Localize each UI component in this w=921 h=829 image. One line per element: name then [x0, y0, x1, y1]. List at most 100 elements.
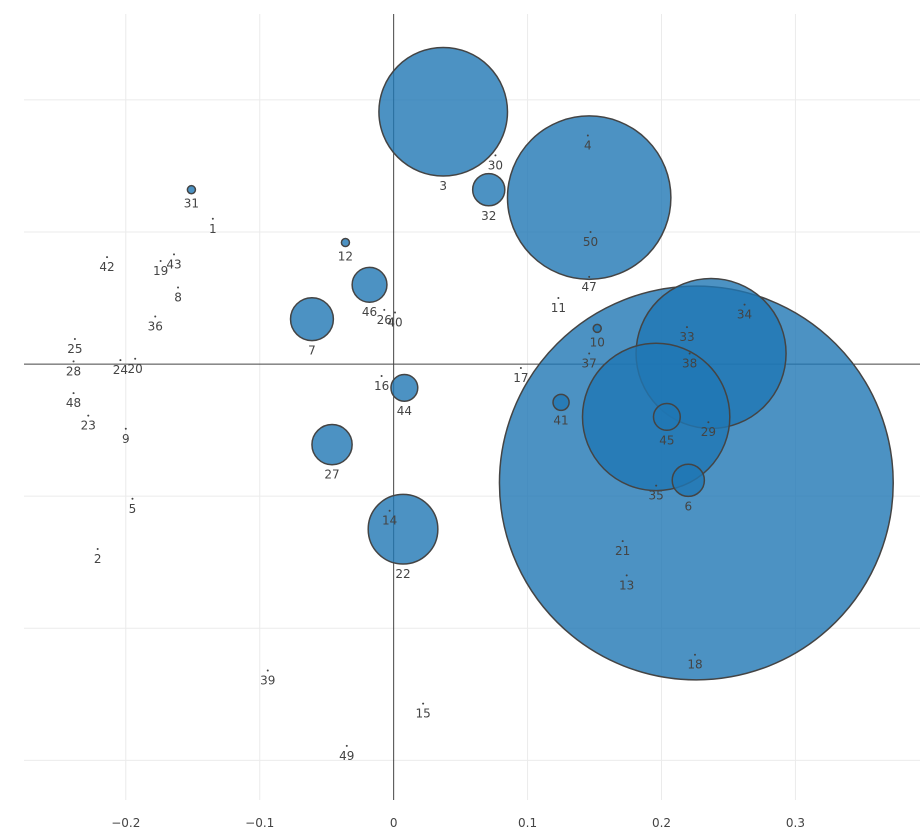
point-dot-17 — [519, 367, 522, 370]
point-dot-9 — [124, 427, 127, 430]
point-label-28: 28 — [66, 364, 81, 378]
point-label-41: 41 — [553, 413, 568, 427]
point-dot-28 — [72, 360, 75, 363]
point-dot-15 — [422, 702, 425, 705]
bubble-extra-2 — [506, 115, 672, 281]
point-dot-21 — [621, 540, 624, 543]
point-label-23: 23 — [81, 419, 96, 433]
point-label-5: 5 — [129, 502, 137, 516]
bubble-6 — [671, 463, 706, 498]
point-dot-14 — [388, 509, 391, 512]
point-dot-42 — [106, 256, 109, 259]
point-label-20: 20 — [128, 362, 143, 376]
x-tick-label-2: 0 — [390, 816, 398, 829]
point-label-9: 9 — [122, 432, 130, 446]
point-label-40: 40 — [387, 316, 402, 330]
point-label-8: 8 — [174, 290, 182, 304]
point-label-4: 4 — [584, 139, 592, 153]
point-label-19: 19 — [153, 264, 168, 278]
point-label-37: 37 — [582, 356, 597, 370]
point-dot-34 — [743, 303, 746, 306]
point-label-27: 27 — [324, 468, 339, 482]
point-dot-1 — [211, 217, 214, 220]
point-label-6: 6 — [684, 499, 692, 513]
point-label-39: 39 — [260, 674, 275, 688]
point-dot-29 — [707, 421, 710, 424]
point-label-29: 29 — [701, 425, 716, 439]
point-label-38: 38 — [682, 356, 697, 370]
bubble-3 — [378, 46, 509, 177]
bubble-46 — [351, 266, 388, 303]
point-label-50: 50 — [583, 235, 598, 249]
x-tick-labels: −0.2 −0.1 0 0.1 0.2 0.3 — [111, 816, 805, 829]
bubble-22 — [367, 493, 439, 565]
point-label-11: 11 — [551, 301, 566, 315]
bubble-7 — [289, 296, 335, 342]
bubble-27 — [311, 423, 353, 466]
point-dot-43 — [173, 253, 176, 256]
point-label-7: 7 — [308, 344, 316, 358]
point-label-16: 16 — [374, 379, 389, 393]
x-tick-label-4: 0.2 — [652, 816, 671, 829]
x-tick-label-0: −0.2 — [111, 816, 140, 829]
x-tick-label-3: 0.1 — [518, 816, 537, 829]
point-dot-24 — [119, 359, 122, 362]
bubble-31 — [186, 184, 197, 195]
point-dot-13 — [625, 574, 628, 577]
point-dot-18 — [693, 653, 696, 656]
x-tick-label-1: −0.1 — [245, 816, 274, 829]
point-dot-16 — [380, 374, 383, 377]
point-dot-20 — [134, 357, 137, 360]
point-label-45: 45 — [659, 433, 674, 447]
point-dot-48 — [72, 392, 75, 395]
bubbles — [186, 46, 894, 681]
point-dot-37 — [588, 352, 591, 355]
point-label-10: 10 — [590, 335, 605, 349]
point-label-13: 13 — [619, 578, 634, 592]
point-label-12: 12 — [338, 250, 353, 264]
point-label-46: 46 — [362, 305, 377, 319]
bubble-44 — [390, 373, 419, 402]
point-label-36: 36 — [148, 320, 163, 334]
point-label-17: 17 — [513, 371, 528, 385]
bubble-41 — [552, 393, 570, 412]
bubble-10 — [592, 323, 602, 334]
point-dot-36 — [154, 315, 157, 318]
point-label-21: 21 — [615, 544, 630, 558]
point-label-33: 33 — [679, 330, 694, 344]
point-label-32: 32 — [481, 209, 496, 223]
point-label-49: 49 — [339, 749, 354, 763]
point-dot-47 — [588, 275, 591, 278]
point-label-18: 18 — [687, 658, 702, 672]
point-label-35: 35 — [649, 489, 664, 503]
point-label-22: 22 — [395, 567, 410, 581]
point-dot-40 — [393, 311, 396, 314]
point-label-24: 24 — [113, 363, 128, 377]
point-dot-19 — [159, 260, 162, 263]
point-dot-11 — [557, 297, 560, 300]
point-dot-30 — [494, 154, 497, 157]
point-label-47: 47 — [582, 280, 597, 294]
point-dot-8 — [177, 286, 180, 289]
point-dot-50 — [589, 230, 592, 233]
point-dot-38 — [688, 352, 691, 355]
point-dot-2 — [96, 548, 99, 551]
bubble-32 — [471, 172, 506, 207]
point-label-44: 44 — [397, 404, 412, 418]
point-label-26: 26 — [377, 313, 392, 327]
point-dot-33 — [685, 326, 688, 329]
bubble-12 — [340, 237, 351, 248]
point-dot-4 — [586, 134, 589, 137]
point-label-30: 30 — [488, 158, 503, 172]
point-dot-23 — [87, 414, 90, 417]
point-label-3: 3 — [439, 179, 447, 193]
point-label-1: 1 — [209, 222, 217, 236]
point-dot-35 — [655, 484, 658, 487]
point-label-2: 2 — [94, 552, 102, 566]
point-label-31: 31 — [184, 197, 199, 211]
point-dot-25 — [73, 337, 76, 340]
bubble-45 — [652, 402, 682, 432]
point-dot-5 — [131, 497, 134, 500]
